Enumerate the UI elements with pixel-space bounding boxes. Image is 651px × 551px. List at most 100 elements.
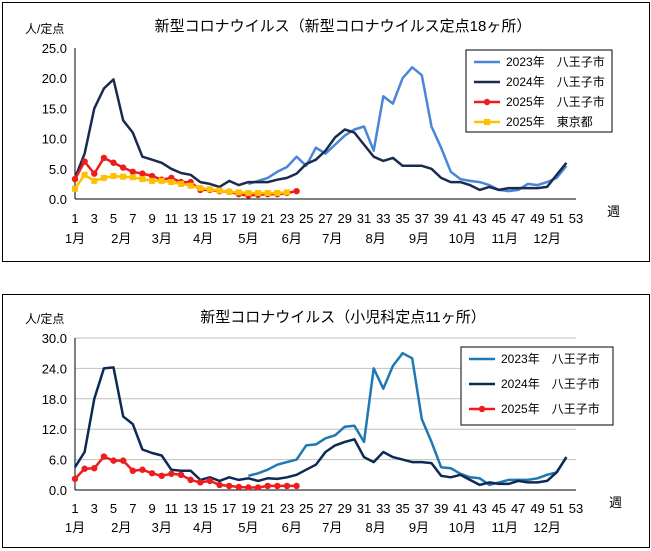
x-tick-label: 33: [376, 211, 390, 226]
x-tick-label: 49: [530, 211, 544, 226]
series-3-point: [71, 475, 79, 483]
x-tick-label: 13: [183, 501, 197, 516]
series-3-point: [129, 467, 137, 474]
series-3-point: [91, 465, 98, 472]
legend-label-3: 2025年 八王子市: [501, 401, 600, 416]
month-label: 12月: [533, 231, 560, 246]
series-3-point: [206, 477, 214, 485]
series-4-point: [206, 186, 213, 193]
series-4-point: [81, 171, 88, 178]
x-tick-label: 45: [492, 211, 506, 226]
y-tick-label: 15.0: [42, 101, 67, 116]
x-axis-label: 週: [609, 495, 622, 510]
month-label: 6月: [282, 520, 302, 535]
month-label: 8月: [365, 520, 385, 535]
x-tick-label: 25: [299, 211, 313, 226]
x-tick-label: 47: [511, 211, 525, 226]
series-3-point: [71, 175, 79, 183]
month-label: 10月: [449, 520, 476, 535]
series-4-point: [245, 189, 252, 196]
month-label: 3月: [152, 520, 172, 535]
legend-marker-3: [478, 405, 486, 413]
x-tick-label: 19: [241, 501, 255, 516]
y-unit-label: 人/定点: [25, 21, 64, 36]
series-4-point: [177, 180, 184, 187]
month-label: 7月: [322, 520, 342, 535]
series-3-point: [81, 158, 88, 165]
month-label: 9月: [409, 231, 429, 246]
x-tick-label: 29: [338, 211, 352, 226]
x-tick-label: 1: [71, 211, 78, 226]
legend-label-2: 2024年 八王子市: [506, 74, 605, 89]
series-4-point: [139, 176, 146, 183]
legend-box: [465, 49, 613, 133]
y-tick-label: 0.0: [49, 483, 67, 498]
series-4-point: [110, 173, 117, 180]
month-label: 1月: [65, 520, 85, 535]
series-4-point: [274, 189, 281, 196]
month-label: 2月: [111, 231, 131, 246]
series-3-point: [158, 472, 165, 480]
series-4-point: [235, 189, 242, 196]
y-tick-label: 25.0: [42, 41, 67, 56]
series-3-point: [245, 484, 252, 491]
series-4-point: [216, 187, 223, 194]
month-label: 1月: [65, 231, 85, 246]
chart-1-svg: 新型コロナウイルス（新型コロナウイルス定点18ヶ所） 人/定点 0.0 5.0 10.0…: [25, 18, 620, 246]
series-4-point: [255, 189, 262, 196]
series-3-point: [81, 465, 88, 472]
x-tick-label: 41: [453, 211, 467, 226]
series-4-point: [197, 185, 204, 192]
y-tick-label: 30.0: [42, 331, 67, 346]
x-tick-label: 9: [148, 211, 155, 226]
x-tick-label: 23: [280, 211, 294, 226]
x-tick-label: 37: [415, 211, 429, 226]
series-3-point: [197, 479, 204, 486]
x-tick-label: 39: [434, 211, 448, 226]
series-3-point: [264, 482, 271, 490]
series-3-point: [139, 170, 146, 177]
series-4-point: [158, 177, 165, 184]
x-tick-label: 29: [338, 501, 352, 516]
x-tick-label: 15: [203, 501, 217, 516]
month-label: 5月: [238, 231, 258, 246]
x-tick-label: 27: [318, 211, 332, 226]
month-label: 2月: [111, 520, 131, 535]
month-label: 4月: [193, 520, 213, 535]
series-3-point: [91, 170, 98, 177]
series-3-point: [187, 476, 194, 484]
x-tick-label: 13: [183, 211, 197, 226]
x-tick-label: 33: [376, 501, 390, 516]
x-tick-label: 39: [434, 501, 448, 516]
x-tick-label: 51: [549, 211, 563, 226]
x-tick-label: 35: [395, 211, 409, 226]
x-tick-label: 35: [395, 501, 409, 516]
y-tick-label: 20.0: [42, 71, 67, 86]
series-3-point: [274, 482, 281, 490]
x-tick-label: 31: [357, 501, 371, 516]
series-3-point: [283, 482, 291, 490]
series-3-point: [110, 159, 117, 166]
x-tick-label: 7: [129, 501, 136, 516]
series-3-point: [110, 457, 117, 464]
month-label: 10月: [449, 231, 476, 246]
y-tick-label: 10.0: [42, 132, 67, 147]
x-tick-label: 15: [203, 211, 217, 226]
series-3-point: [177, 471, 185, 478]
chart-title: 新型コロナウイルス（新型コロナウイルス定点18ヶ所）: [155, 18, 532, 35]
month-label: 7月: [322, 231, 342, 246]
x-tick-label: 1: [71, 501, 78, 516]
month-label: 4月: [193, 231, 213, 246]
legend-label-3: 2025年 八王子市: [506, 94, 605, 109]
series-4-point: [129, 174, 136, 181]
x-tick-label: 41: [453, 501, 467, 516]
x-tick-label: 49: [530, 501, 544, 516]
x-tick-label: 25: [299, 501, 313, 516]
x-tick-label: 3: [91, 501, 98, 516]
series-4-point: [100, 174, 107, 181]
x-tick-label: 31: [357, 211, 371, 226]
x-tick-label: 7: [129, 211, 136, 226]
x-tick-label: 11: [165, 211, 179, 226]
month-label: 11月: [491, 520, 518, 535]
series-4-point: [226, 188, 233, 195]
